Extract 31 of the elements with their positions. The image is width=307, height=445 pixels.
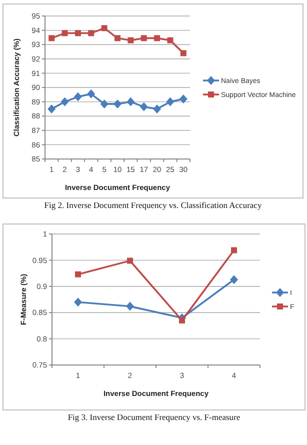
point	[140, 35, 147, 42]
point	[231, 247, 237, 254]
point	[100, 99, 108, 108]
point	[48, 104, 56, 114]
caption: Fig 2. Inverse Document Frequency vs. Classification Accuracy	[44, 200, 262, 210]
point	[126, 97, 135, 106]
point	[153, 104, 162, 114]
point	[179, 317, 185, 324]
point	[48, 35, 55, 42]
point	[230, 275, 238, 284]
point	[74, 92, 82, 102]
point	[127, 258, 133, 264]
caption: Fig 3. Inverse Document Frequency vs. F-measure	[68, 412, 240, 422]
point	[167, 37, 174, 44]
point	[179, 94, 188, 104]
point	[180, 50, 186, 56]
point	[62, 30, 68, 36]
point	[101, 25, 108, 32]
point	[114, 35, 120, 42]
point	[166, 97, 174, 106]
point	[128, 37, 134, 44]
point	[154, 35, 160, 42]
point	[88, 30, 94, 36]
point	[74, 298, 82, 307]
point	[74, 30, 81, 36]
point	[140, 102, 148, 112]
point	[87, 89, 96, 98]
point	[75, 271, 81, 278]
point	[114, 99, 122, 108]
point	[126, 302, 134, 311]
point	[60, 97, 69, 106]
